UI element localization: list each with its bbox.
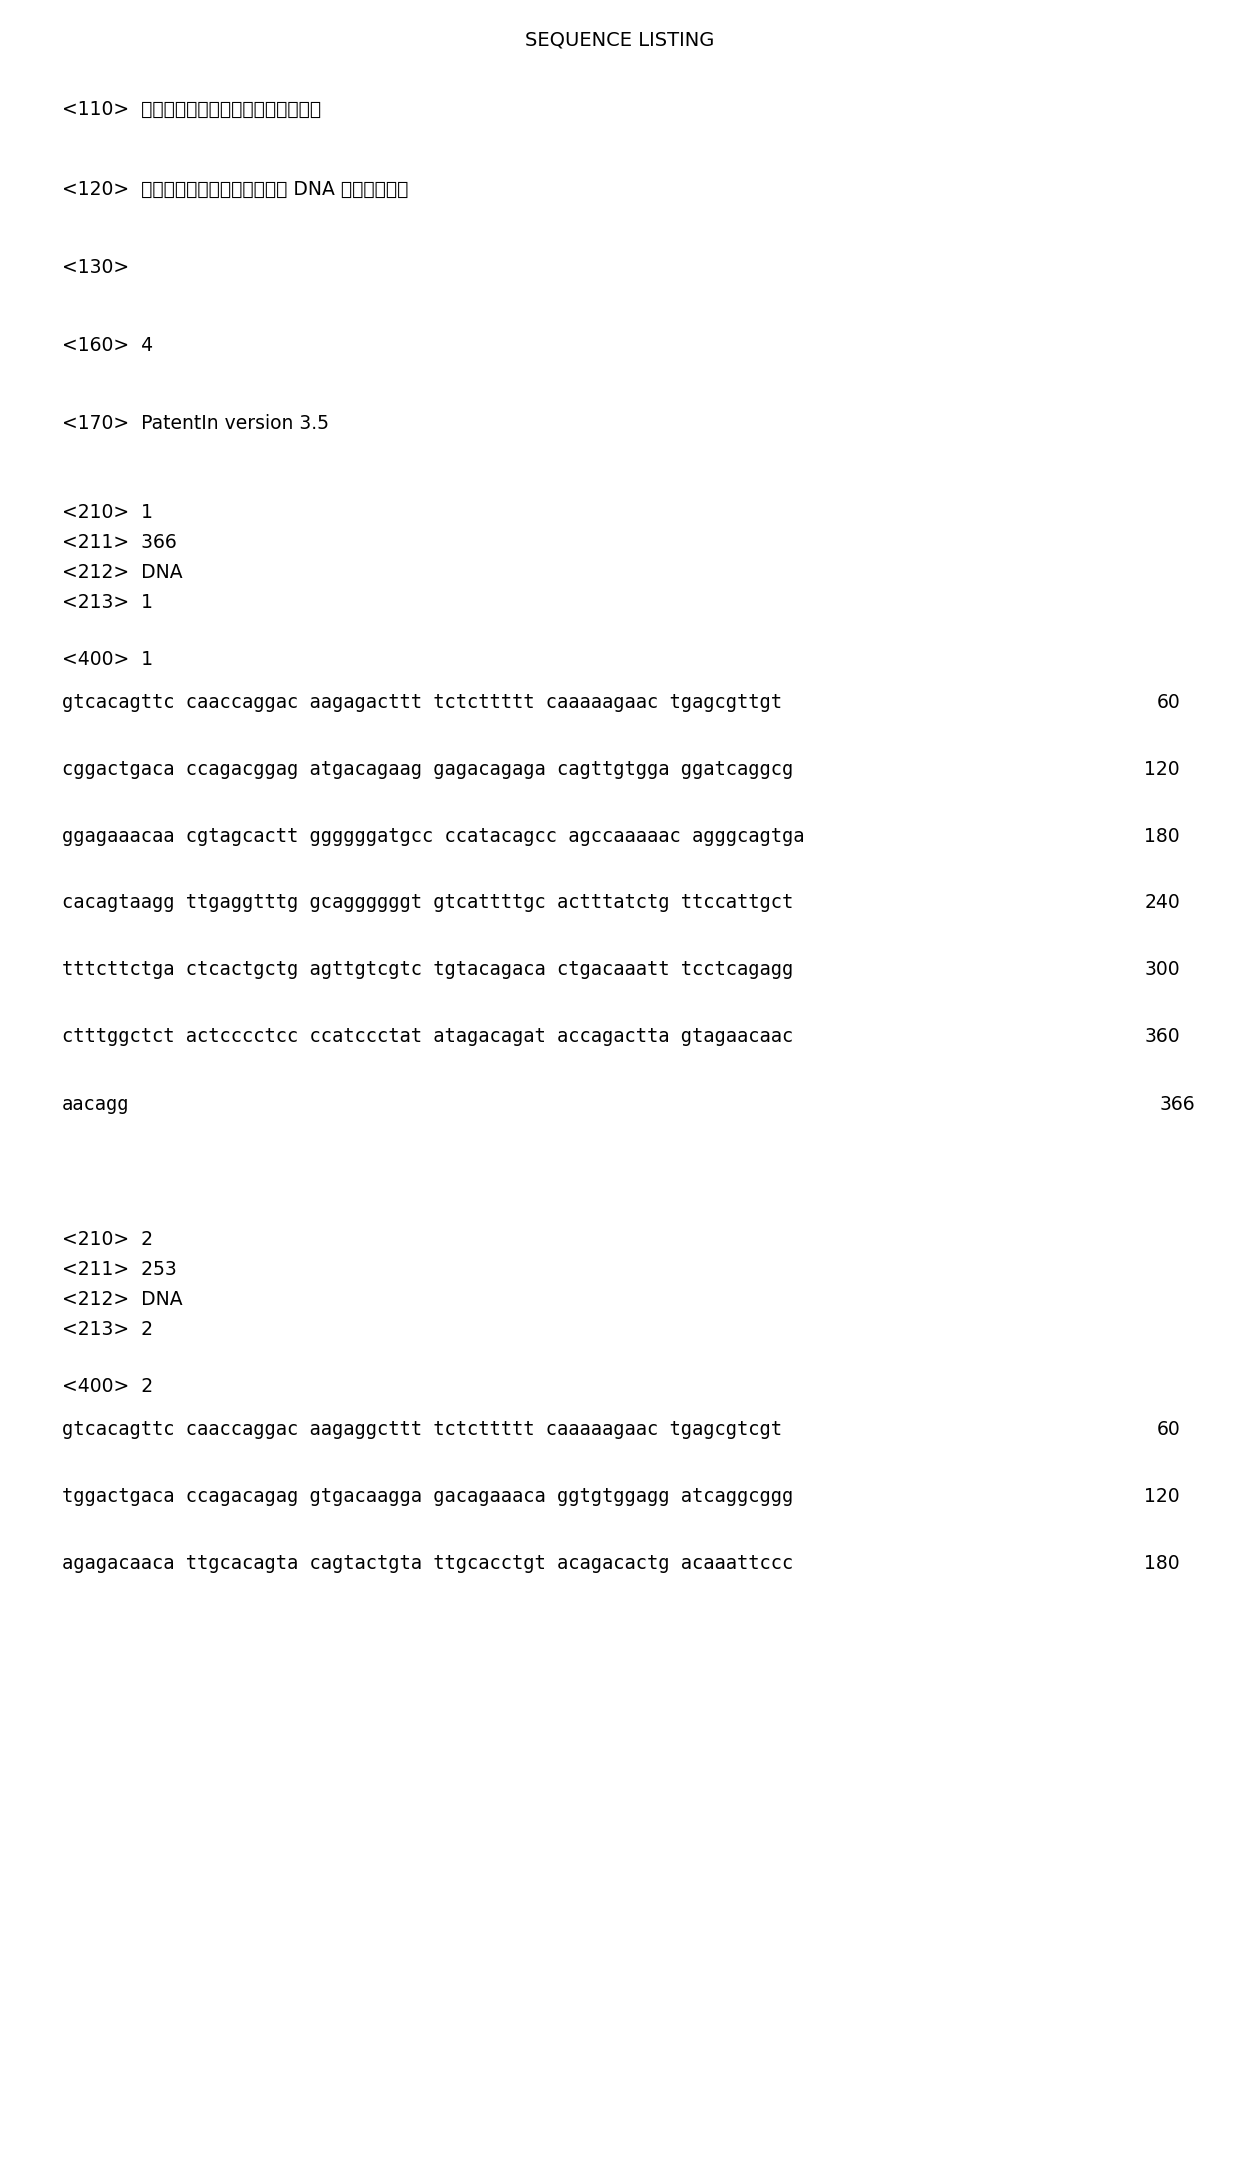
Text: <211>  253: <211> 253 (62, 1260, 177, 1280)
Text: ctttggctct actcccctcc ccatccctat atagacagat accagactta gtagaacaac: ctttggctct actcccctcc ccatccctat atagaca… (62, 1026, 794, 1045)
Text: <213>  2: <213> 2 (62, 1321, 153, 1338)
Text: <210>  2: <210> 2 (62, 1230, 153, 1249)
Text: <212>  DNA: <212> DNA (62, 1291, 182, 1310)
Text: 120: 120 (1145, 1488, 1180, 1505)
Text: 360: 360 (1145, 1026, 1180, 1045)
Text: 366: 366 (1159, 1095, 1195, 1115)
Text: <110>  中国水产科学研究院黄海水产研究所: <110> 中国水产科学研究院黄海水产研究所 (62, 100, 321, 119)
Text: <210>  1: <210> 1 (62, 503, 153, 523)
Text: tttcttctga ctcactgctg agttgtcgtc tgtacagaca ctgacaaatt tcctcagagg: tttcttctga ctcactgctg agttgtcgtc tgtacag… (62, 961, 794, 978)
Text: 120: 120 (1145, 759, 1180, 779)
Text: <130>: <130> (62, 258, 129, 278)
Text: ggagaaacaa cgtagcactt ggggggatgcc ccatacagcc agccaaaaac agggcagtga: ggagaaacaa cgtagcactt ggggggatgcc ccatac… (62, 826, 805, 846)
Text: cggactgaca ccagacggag atgacagaag gagacagaga cagttgtgga ggatcaggcg: cggactgaca ccagacggag atgacagaag gagacag… (62, 759, 794, 779)
Text: <212>  DNA: <212> DNA (62, 564, 182, 581)
Text: gtcacagttc caaccaggac aagagacttt tctcttttt caaaaagaac tgagcgttgt: gtcacagttc caaccaggac aagagacttt tctcttt… (62, 694, 782, 711)
Text: cacagtaagg ttgaggtttg gcaggggggt gtcattttgc actttatctg ttccattgct: cacagtaagg ttgaggtttg gcaggggggt gtcattt… (62, 894, 794, 911)
Text: <170>  PatentIn version 3.5: <170> PatentIn version 3.5 (62, 414, 329, 434)
Text: gtcacagttc caaccaggac aagaggcttt tctcttttt caaaaagaac tgagcgtcgt: gtcacagttc caaccaggac aagaggcttt tctcttt… (62, 1421, 782, 1438)
Text: 300: 300 (1145, 961, 1180, 978)
Text: tggactgaca ccagacagag gtgacaagga gacagaaaca ggtgtggagg atcaggcggg: tggactgaca ccagacagag gtgacaagga gacagaa… (62, 1488, 794, 1505)
Text: 60: 60 (1156, 694, 1180, 711)
Text: SEQUENCE LISTING: SEQUENCE LISTING (526, 30, 714, 50)
Text: 180: 180 (1145, 1553, 1180, 1573)
Text: 180: 180 (1145, 826, 1180, 846)
Text: <213>  1: <213> 1 (62, 592, 153, 612)
Text: <400>  2: <400> 2 (62, 1377, 153, 1397)
Text: agagacaaca ttgcacagta cagtactgta ttgcacctgt acagacactg acaaattccc: agagacaaca ttgcacagta cagtactgta ttgcacc… (62, 1553, 794, 1573)
Text: 60: 60 (1156, 1421, 1180, 1438)
Text: 240: 240 (1145, 894, 1180, 911)
Text: <120>  一种半滑舌鳓性染色体连锁的 DNA 片段及其应用: <120> 一种半滑舌鳓性染色体连锁的 DNA 片段及其应用 (62, 180, 408, 200)
Text: <211>  366: <211> 366 (62, 534, 177, 551)
Text: <400>  1: <400> 1 (62, 651, 153, 668)
Text: aacagg: aacagg (62, 1095, 129, 1115)
Text: <160>  4: <160> 4 (62, 336, 153, 356)
